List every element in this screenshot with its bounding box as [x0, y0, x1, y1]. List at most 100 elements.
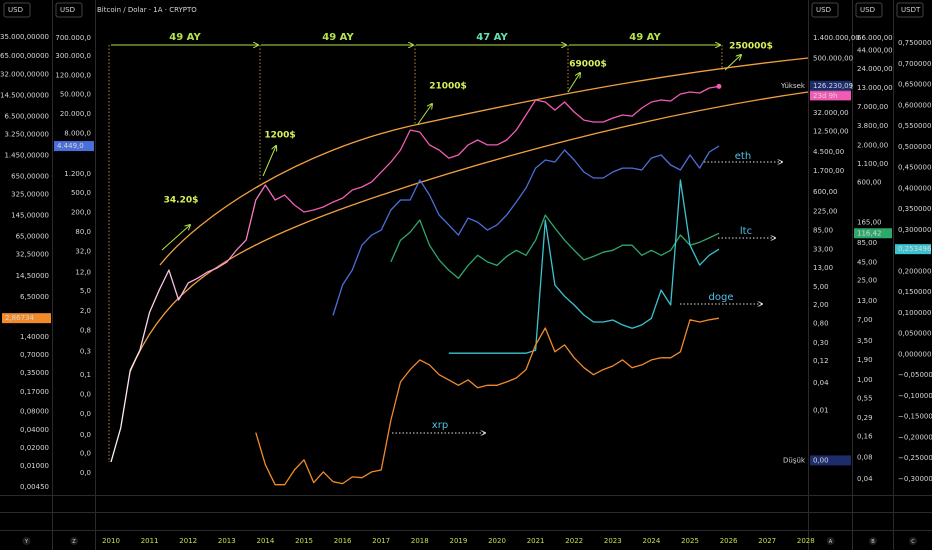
y-tick-label: 0,450000	[898, 164, 931, 172]
annotation: 250000$	[729, 42, 773, 52]
y-tick-label: 1.200,0	[64, 170, 91, 178]
price-readout	[895, 244, 931, 255]
y-tick-label: 12,0	[75, 268, 91, 276]
axis-header: USDT	[901, 6, 921, 14]
y-tick-label: 0,04	[813, 379, 829, 387]
axis-badge-label: Y	[24, 539, 29, 545]
y-tick-label: 24.000,00	[857, 65, 893, 73]
x-tick-label: 2015	[295, 537, 313, 545]
y-tick-label: 225,00	[813, 207, 838, 215]
y-tick-label: 85,00	[857, 239, 877, 247]
annotation: 69000$	[569, 60, 607, 70]
y-tick-label: 600,00	[813, 188, 838, 196]
y-tick-label: 65,00000	[16, 233, 49, 241]
y-tick-label: 7,00	[857, 316, 873, 324]
y-tick-label: 32,50000	[16, 251, 49, 259]
y-tick-label: 0,300000	[898, 226, 931, 234]
y-tick-label: 0,400000	[898, 184, 931, 192]
axis-badge	[909, 537, 917, 545]
countdown-box	[810, 91, 851, 101]
y-tick-label: 1.400.000,00	[813, 34, 860, 42]
y-tick-label: 0,1	[80, 371, 91, 379]
annotation: 1200$	[264, 131, 295, 141]
axis-badge	[70, 537, 78, 545]
x-tick-label: 2012	[179, 537, 197, 545]
price-readout	[2, 313, 51, 324]
series-line	[448, 179, 720, 354]
x-tick-label: 2024	[642, 537, 660, 545]
y-tick-label: −0,150000	[898, 413, 932, 421]
low-label: Düşük	[783, 456, 806, 464]
y-tick-label: 0,01000	[20, 462, 49, 470]
y-tick-label: 0,000000	[898, 350, 931, 358]
y-tick-label: 25,00	[857, 277, 877, 285]
y-tick-label: −0,050000	[898, 371, 932, 379]
x-tick-label: 2011	[141, 537, 159, 545]
y-tick-label: 3.800,00	[857, 122, 888, 130]
y-tick-label: 0,350000	[898, 205, 931, 213]
high-box	[810, 80, 851, 91]
y-tick-label: 165,00	[857, 219, 882, 227]
y-tick-label: 44.000,00	[857, 46, 893, 54]
y-tick-label: 0,0	[80, 390, 91, 398]
y-tick-label: −0,300000	[898, 475, 932, 483]
y-tick-label: 600,00	[857, 179, 882, 187]
y-tick-label: 325,00000	[11, 191, 49, 199]
x-tick-label: 2018	[411, 537, 429, 545]
y-tick-label: 4.500,00	[813, 148, 844, 156]
axis-badge-label: B	[871, 539, 875, 545]
y-tick-label: 650,00000	[11, 172, 49, 180]
annotation: 49 AY	[629, 32, 661, 43]
price-readout-label: 2,86734	[5, 314, 34, 322]
y-tick-label: 2.000,00	[857, 142, 888, 150]
x-tick-label: 2014	[257, 537, 275, 545]
x-tick-label: 2010	[102, 537, 120, 545]
y-tick-label: 3,50	[857, 337, 873, 345]
y-tick-label: 0,0	[80, 469, 91, 477]
axis-header: USD	[860, 6, 875, 14]
y-tick-label: 13.000,00	[857, 84, 893, 92]
axis-header: USD	[8, 6, 23, 14]
x-tick-label: 2020	[488, 537, 506, 545]
y-tick-label: 0,80	[813, 319, 829, 327]
x-tick-label: 2026	[720, 537, 738, 545]
series-line	[255, 317, 720, 486]
y-tick-label: 0,01	[813, 406, 829, 414]
y-tick-label: 20.000,0	[60, 110, 91, 118]
high-label: Yüksek	[780, 82, 806, 90]
y-tick-label: 13,00	[813, 264, 833, 272]
y-tick-label: 2,00	[813, 301, 829, 309]
y-tick-label: 500,0	[71, 189, 91, 197]
y-tick-label: 0,35000	[20, 369, 49, 377]
y-tick-label: 5,0	[80, 287, 91, 295]
period-markers	[108, 45, 723, 462]
y-tick-label: 0,0	[80, 450, 91, 458]
y-tick-label: 0,3	[80, 347, 91, 355]
y-tick-label: 0,02000	[20, 444, 49, 452]
chart-title: Bitcoin / Dolar · 1A · CRYPTO	[97, 6, 197, 14]
price-readout-label: 4.449,0	[57, 142, 84, 150]
y-tick-label: 145,00000	[11, 212, 49, 220]
y-tick-label: 1.450,00000	[4, 151, 49, 159]
annotation: doge	[709, 292, 734, 303]
axis-badge	[22, 537, 31, 545]
y-tick-label: 0,30	[813, 339, 829, 347]
x-tick-label: 2016	[334, 537, 352, 545]
y-tick-label: 2,0	[80, 307, 91, 315]
y-tick-label: 0,500000	[898, 143, 931, 151]
series-line	[332, 145, 720, 316]
lower-curve	[129, 91, 809, 373]
annotation: 21000$	[429, 82, 467, 92]
y-tick-label: 6,50000	[20, 293, 49, 301]
coin-arrows	[392, 162, 782, 433]
axis-badge-label: A	[829, 539, 833, 545]
axis-header-box	[811, 2, 839, 18]
annotation: eth	[735, 151, 751, 162]
x-tick-label: 2028	[797, 537, 815, 545]
y-tick-label: 1,90	[857, 356, 873, 364]
y-tick-label: 13,00	[857, 297, 877, 305]
price-readout	[54, 141, 94, 152]
y-tick-label: 85,00	[813, 227, 833, 235]
axis-badge	[826, 537, 835, 545]
